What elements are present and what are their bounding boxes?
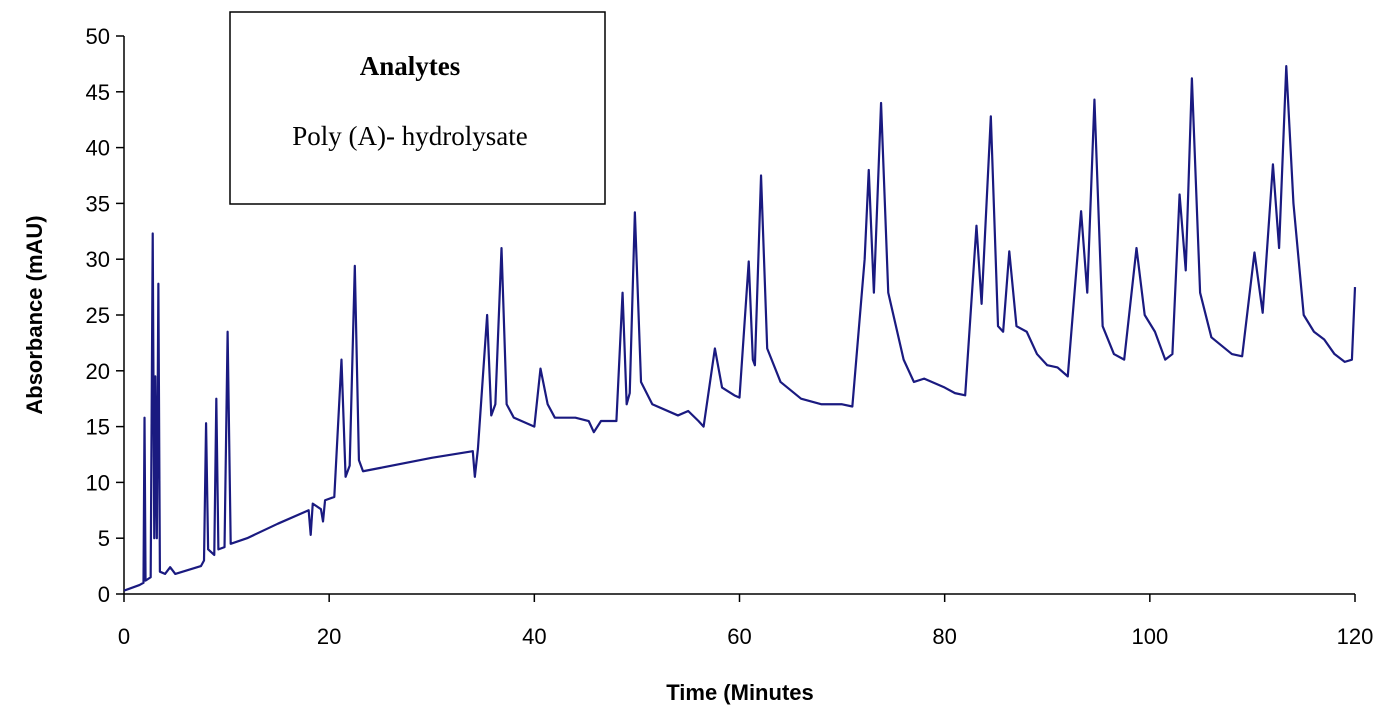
y-tick-label: 45 [86,80,110,105]
annotation-title: Analytes [360,51,461,81]
y-tick-label: 30 [86,247,110,272]
x-tick-label: 20 [317,624,341,649]
y-axis-title: Absorbance (mAU) [22,215,47,414]
x-tick-label: 60 [727,624,751,649]
y-tick-label: 20 [86,359,110,384]
x-tick-label: 100 [1131,624,1168,649]
y-tick-label: 0 [98,582,110,607]
x-tick-label: 120 [1337,624,1374,649]
x-tick-label: 80 [932,624,956,649]
y-tick-label: 25 [86,303,110,328]
y-tick-label: 5 [98,526,110,551]
y-tick-label: 40 [86,136,110,161]
y-tick-label: 35 [86,191,110,216]
x-tick-label: 0 [118,624,130,649]
x-axis-title: Time (Minutes [666,680,814,705]
y-tick-label: 15 [86,415,110,440]
y-tick-label: 50 [86,24,110,49]
annotation-text: Poly (A)- hydrolysate [292,121,527,151]
x-tick-label: 40 [522,624,546,649]
y-tick-label: 10 [86,470,110,495]
data-line [123,65,1357,592]
annotation-box [229,11,606,205]
